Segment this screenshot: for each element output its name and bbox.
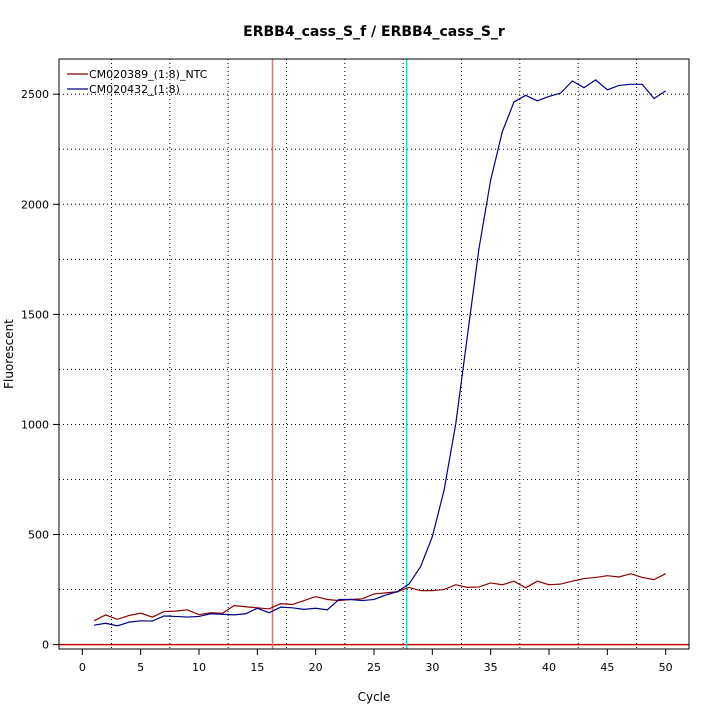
series-line-2 [93, 79, 667, 627]
x-tick-label: 10 [192, 661, 206, 674]
x-tick-label: 20 [309, 661, 323, 674]
y-axis-ticks: 0 500 1000 1500 2000 2500 [21, 88, 59, 652]
legend: CM020389_(1:8)_NTC CM020432_(1:8) [67, 68, 208, 96]
y-axis-label: Fluorescent [2, 319, 16, 389]
chart-title: ERBB4_cass_S_f / ERBB4_cass_S_r [243, 24, 505, 40]
y-tick-label: 500 [28, 529, 49, 542]
y-tick-label: 1500 [21, 308, 49, 321]
series-line-1 [93, 573, 666, 622]
x-tick-label: 0 [79, 661, 86, 674]
x-axis-label: Cycle [358, 690, 391, 704]
legend-label-1: CM020389_(1:8)_NTC [89, 68, 208, 81]
y-tick-label: 2000 [21, 198, 49, 211]
series-lines [93, 79, 667, 627]
x-tick-label: 30 [425, 661, 439, 674]
x-tick-label: 40 [542, 661, 556, 674]
x-tick-label: 5 [137, 661, 144, 674]
reference-lines [59, 59, 689, 649]
x-tick-label: 35 [484, 661, 498, 674]
legend-label-2: CM020432_(1:8) [89, 83, 180, 96]
x-tick-label: 45 [600, 661, 614, 674]
x-axis-ticks: 0 5 10 15 20 25 30 35 40 45 50 [79, 649, 673, 674]
y-tick-label: 1000 [21, 418, 49, 431]
plot-border [58, 58, 690, 650]
y-tick-label: 2500 [21, 88, 49, 101]
y-tick-label: 0 [42, 639, 49, 652]
x-tick-label: 50 [659, 661, 673, 674]
x-tick-label: 15 [250, 661, 264, 674]
grid-lines [59, 59, 689, 649]
x-tick-label: 25 [367, 661, 381, 674]
